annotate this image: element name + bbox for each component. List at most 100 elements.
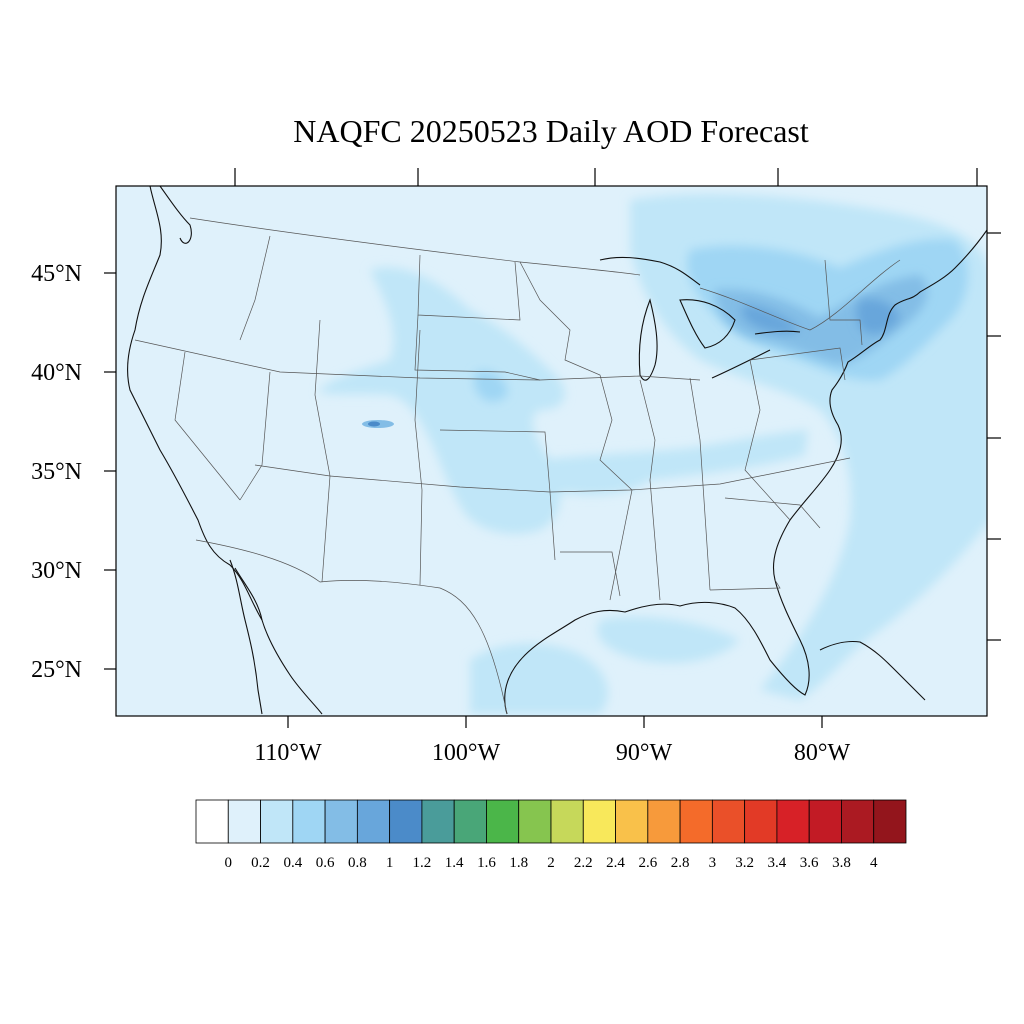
aod-band-0-8-1: [741, 299, 900, 334]
aod-band-0-4-0-6: [474, 239, 968, 402]
colorbar-swatch: [227, 799, 261, 844]
colorbar-tick-label: 2.4: [606, 855, 625, 871]
colorbar-tick-label: 3.2: [735, 855, 754, 871]
lat-40-lines: [134, 339, 701, 381]
map-frame: [115, 185, 988, 717]
colorbar-swatch: [841, 799, 875, 844]
aod-area-southeast-corridor: [480, 430, 808, 500]
colorbar-swatch: [647, 799, 681, 844]
boundaries: [134, 217, 901, 715]
canada-border-west: [189, 217, 641, 276]
lat-label: 45°N: [31, 261, 82, 287]
nevada-utah: [239, 371, 271, 501]
colorbar-swatch: [776, 799, 810, 844]
wyoming-nm: [414, 329, 423, 586]
colorbar-swatch: [453, 799, 487, 844]
colorbar-tick-label: 2: [547, 855, 555, 871]
kansas-oklahoma: [439, 429, 556, 561]
colorbar-tick-label: 2.6: [638, 855, 657, 871]
lat-label: 35°N: [31, 459, 82, 485]
coastlines: [126, 186, 987, 715]
appalachian-lines: [744, 359, 791, 521]
colorbar-tick-label: 3.4: [768, 855, 787, 871]
puget-sound: [159, 186, 192, 244]
map-panel: [115, 185, 988, 717]
dakotas: [417, 254, 521, 321]
aod-area-great-lakes: [715, 275, 928, 365]
lon-label: 110°W: [254, 740, 322, 766]
aod-area-tennessee: [560, 465, 650, 495]
caribbean-islands: [819, 641, 926, 701]
colorbar-swatch: [550, 799, 584, 844]
colorbar-swatch: [615, 799, 649, 844]
lon-label: 90°W: [616, 740, 673, 766]
mississippi-river: [519, 261, 633, 601]
canada-border-east: [699, 259, 901, 331]
colorbar-swatch: [808, 799, 842, 844]
aod-area-gulf-central: [597, 616, 740, 664]
louisiana: [560, 551, 621, 597]
colorbar-swatch: [324, 799, 358, 844]
colorbar-tick-label: 0.2: [251, 855, 270, 871]
colorbar-swatch: [518, 799, 552, 844]
aod-hotspot-colorado: [362, 420, 394, 428]
mexico-border: [195, 539, 508, 715]
colorbar-tick-label: 1.4: [445, 855, 464, 871]
colorbar-swatch: [679, 799, 713, 844]
lon-label: 80°W: [794, 740, 851, 766]
indiana-georgia: [689, 377, 711, 591]
colorbar-swatch: [195, 799, 229, 844]
nebraska: [414, 314, 541, 381]
baja-west: [229, 559, 263, 715]
colorbar-swatch: [421, 799, 455, 844]
colorbar-tick-label: 1.8: [509, 855, 528, 871]
colorbar-tick-label: 3: [709, 855, 717, 871]
florida-border: [709, 579, 781, 591]
south-carolina: [724, 497, 821, 529]
lake-huron: [679, 299, 736, 349]
lat-label: 40°N: [31, 360, 82, 386]
aod-area-lake-ontario: [741, 305, 800, 334]
colorbar-swatch: [711, 799, 746, 844]
colorbar-tick-label: 0.4: [283, 855, 302, 871]
lon-labels: 110°W 100°W 90°W 80°W: [254, 740, 850, 766]
atlantic-gulf-coast: [504, 229, 987, 715]
colorbar: [195, 799, 907, 844]
colorbar-tick-label: 4: [870, 855, 878, 871]
idaho-oregon: [239, 235, 271, 341]
colorbar-tick-label: 1.6: [477, 855, 496, 871]
colorbar-swatch: [873, 799, 907, 844]
colorbar-tick-label: 0: [225, 855, 233, 871]
colorbar-tick-label: 0.6: [316, 855, 335, 871]
new-england: [824, 259, 863, 346]
colorbar-tick-label: 3.6: [800, 855, 819, 871]
pennsylvania: [749, 347, 846, 381]
gulf-of-california: [234, 567, 263, 621]
illinois-alabama: [639, 379, 661, 601]
colorbar-swatch: [486, 799, 520, 844]
lat-label: 30°N: [31, 558, 82, 584]
colorbar-swatch: [260, 799, 294, 844]
colorbar-tick-label: 1: [386, 855, 394, 871]
colorbar-swatch: [389, 799, 423, 844]
colorbar-swatch: [582, 799, 616, 844]
colorbar-labels: 0 0.2 0.4 0.6 0.8 1 1.2 1.4 1.6 1.8 2 2.2 2.4 2.6 2.8 3…: [225, 855, 878, 871]
aod-area-nebraska: [474, 370, 508, 402]
utah-arizona: [314, 319, 331, 583]
lon-label: 100°W: [432, 740, 501, 766]
lake-erie: [711, 349, 771, 379]
pacific-coast: [126, 186, 323, 715]
colorbar-swatch: [744, 799, 778, 844]
lake-ontario: [754, 330, 801, 335]
aod-band-0-6-0-8: [715, 275, 928, 365]
lat-labels: 45°N 40°N 35°N 30°N 25°N: [31, 261, 82, 683]
lake-superior: [599, 256, 701, 286]
colorbar-tick-label: 3.8: [832, 855, 851, 871]
california-nevada: [174, 351, 241, 501]
lat-label: 25°N: [31, 657, 82, 683]
aod-field: [126, 186, 987, 715]
lake-michigan: [638, 298, 658, 381]
aod-area-northeast-core: [687, 239, 968, 381]
